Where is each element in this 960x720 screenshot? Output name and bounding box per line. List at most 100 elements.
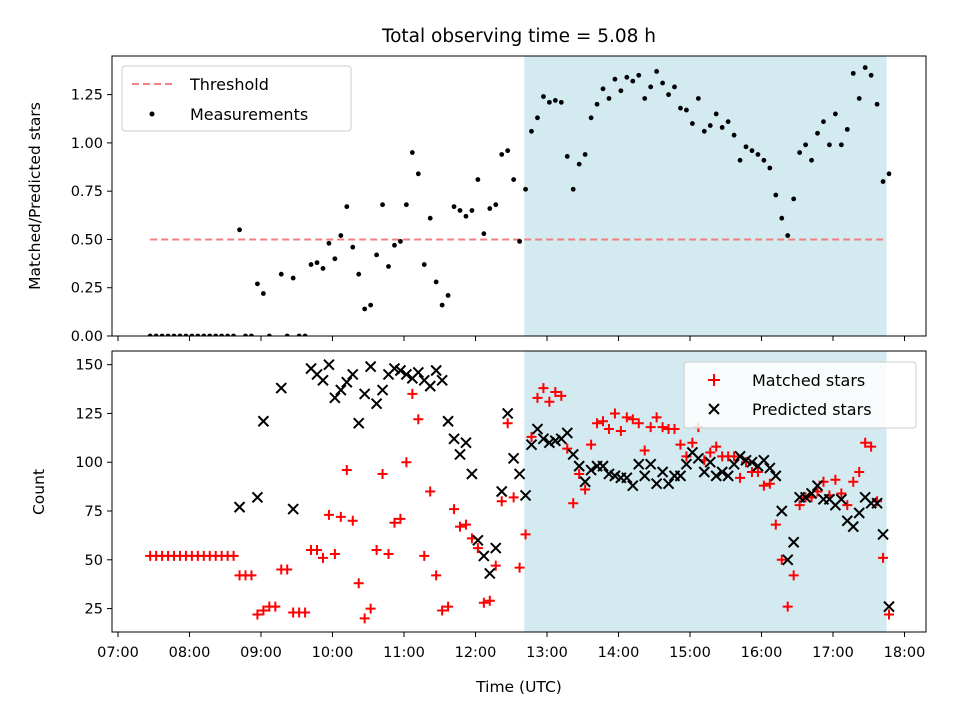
- measurement-point: [564, 154, 570, 159]
- measurement-point: [701, 128, 707, 134]
- predicted-stars-point: [698, 466, 711, 478]
- predicted-stars-point: [710, 470, 722, 482]
- matched-stars-point: [645, 422, 656, 433]
- predicted-stars-point: [448, 433, 460, 445]
- legend-threshold-label: Threshold: [189, 75, 269, 94]
- matched-stars-point: [705, 447, 716, 458]
- measurement-point: [743, 144, 749, 150]
- bottom-legend: Matched stars Predicted stars: [683, 361, 917, 429]
- measurement-point: [255, 281, 260, 287]
- predicted-stars-point: [317, 374, 329, 386]
- legend-matched-label: Matched stars: [752, 371, 865, 390]
- measurement-point: [517, 238, 522, 244]
- measurement-point: [368, 302, 374, 308]
- matched-stars-point: [627, 414, 638, 425]
- predicted-stars-point: [805, 487, 818, 500]
- measurement-point: [278, 271, 284, 277]
- bottom-y-axis-label: Count: [30, 469, 48, 515]
- predicted-stars-point: [734, 450, 746, 463]
- predicted-stars-point: [644, 458, 657, 470]
- bottom-y-tick-label: 25: [85, 602, 103, 618]
- x-tick-label: 17:00: [812, 645, 854, 661]
- bottom-legend-box: [683, 361, 917, 429]
- predicted-stars-point: [257, 415, 270, 427]
- measurement-point: [856, 96, 862, 101]
- matched-stars-point: [854, 466, 865, 477]
- predicted-stars-point: [877, 528, 889, 541]
- predicted-stars-point: [770, 470, 782, 482]
- bottom-y-tick-label: 150: [75, 358, 103, 374]
- measurement-point: [266, 333, 272, 336]
- matched-stars-point: [371, 545, 382, 556]
- matched-stars-point: [580, 484, 591, 495]
- measurement-point: [588, 115, 594, 121]
- predicted-stars-point: [478, 550, 490, 562]
- x-tick-label: 12:00: [455, 645, 497, 661]
- measurement-point: [582, 152, 588, 157]
- legend-measurements-label: Measurements: [190, 105, 308, 124]
- predicted-stars-point: [627, 479, 639, 492]
- measurement-point: [731, 132, 737, 138]
- matched-stars-point: [413, 414, 424, 425]
- measurement-point: [409, 150, 415, 155]
- legend-matched-swatch: [708, 374, 720, 386]
- measurement-point: [225, 333, 231, 336]
- predicted-stars-point: [758, 454, 770, 466]
- measurement-point: [183, 333, 189, 336]
- matched-stars-point: [884, 609, 895, 620]
- chart-title: Total observing time = 5.08 h: [381, 26, 656, 47]
- matched-stars-point: [484, 595, 495, 606]
- matched-stars-point: [598, 416, 609, 427]
- predicted-stars-point: [358, 388, 371, 400]
- top-legend-box: [121, 65, 352, 132]
- measurement-point: [719, 125, 725, 130]
- measurement-point: [773, 192, 779, 198]
- measurement-point: [666, 92, 671, 98]
- predicted-stars-point: [704, 456, 716, 468]
- matched-stars-point: [347, 515, 358, 526]
- measurement-point: [147, 333, 153, 336]
- matched-stars-point: [365, 603, 376, 614]
- predicted-stars-point: [472, 534, 484, 546]
- matched-stars-point: [556, 390, 567, 401]
- measurement-point: [207, 333, 213, 336]
- measurement-point: [171, 333, 177, 336]
- measurement-point: [874, 101, 880, 107]
- matched-stars-point: [455, 521, 466, 532]
- measurement-point: [350, 244, 356, 250]
- measurement-point: [427, 215, 433, 221]
- measurement-point: [749, 148, 755, 154]
- measurement-point: [552, 98, 558, 103]
- top-shaded-region: [524, 56, 887, 336]
- predicted-stars-point: [460, 437, 472, 449]
- matched-stars-point: [490, 560, 501, 571]
- matched-stars-point: [651, 412, 662, 423]
- measurement-point: [237, 227, 242, 233]
- measurement-point: [165, 333, 171, 336]
- matched-stars-point: [329, 548, 340, 559]
- matched-stars-point: [568, 498, 579, 509]
- matched-stars-point: [389, 517, 400, 528]
- x-axis-label: Time (UTC): [475, 678, 562, 696]
- matched-stars-point: [657, 422, 668, 433]
- predicted-stars-point: [507, 452, 520, 465]
- measurement-point: [398, 238, 403, 244]
- predicted-stars-point: [573, 460, 585, 472]
- measurement-point: [308, 262, 314, 267]
- matched-stars-point: [395, 513, 406, 524]
- measurement-point: [606, 96, 612, 101]
- measurement-point: [636, 72, 642, 78]
- measurement-point: [779, 215, 785, 221]
- predicted-stars-point: [287, 503, 299, 515]
- measurement-point: [189, 333, 195, 336]
- measurement-point: [392, 242, 397, 248]
- matched-stars-point: [246, 570, 257, 581]
- predicted-stars-point: [674, 470, 687, 482]
- predicted-stars-point: [883, 600, 895, 613]
- measurement-point: [386, 264, 391, 269]
- matched-stars-point: [878, 552, 889, 563]
- predicted-stars-point: [567, 448, 579, 461]
- bottom-y-tick-label: 100: [75, 455, 103, 471]
- predicted-stars-point: [597, 460, 609, 472]
- matched-stars-point: [729, 451, 740, 462]
